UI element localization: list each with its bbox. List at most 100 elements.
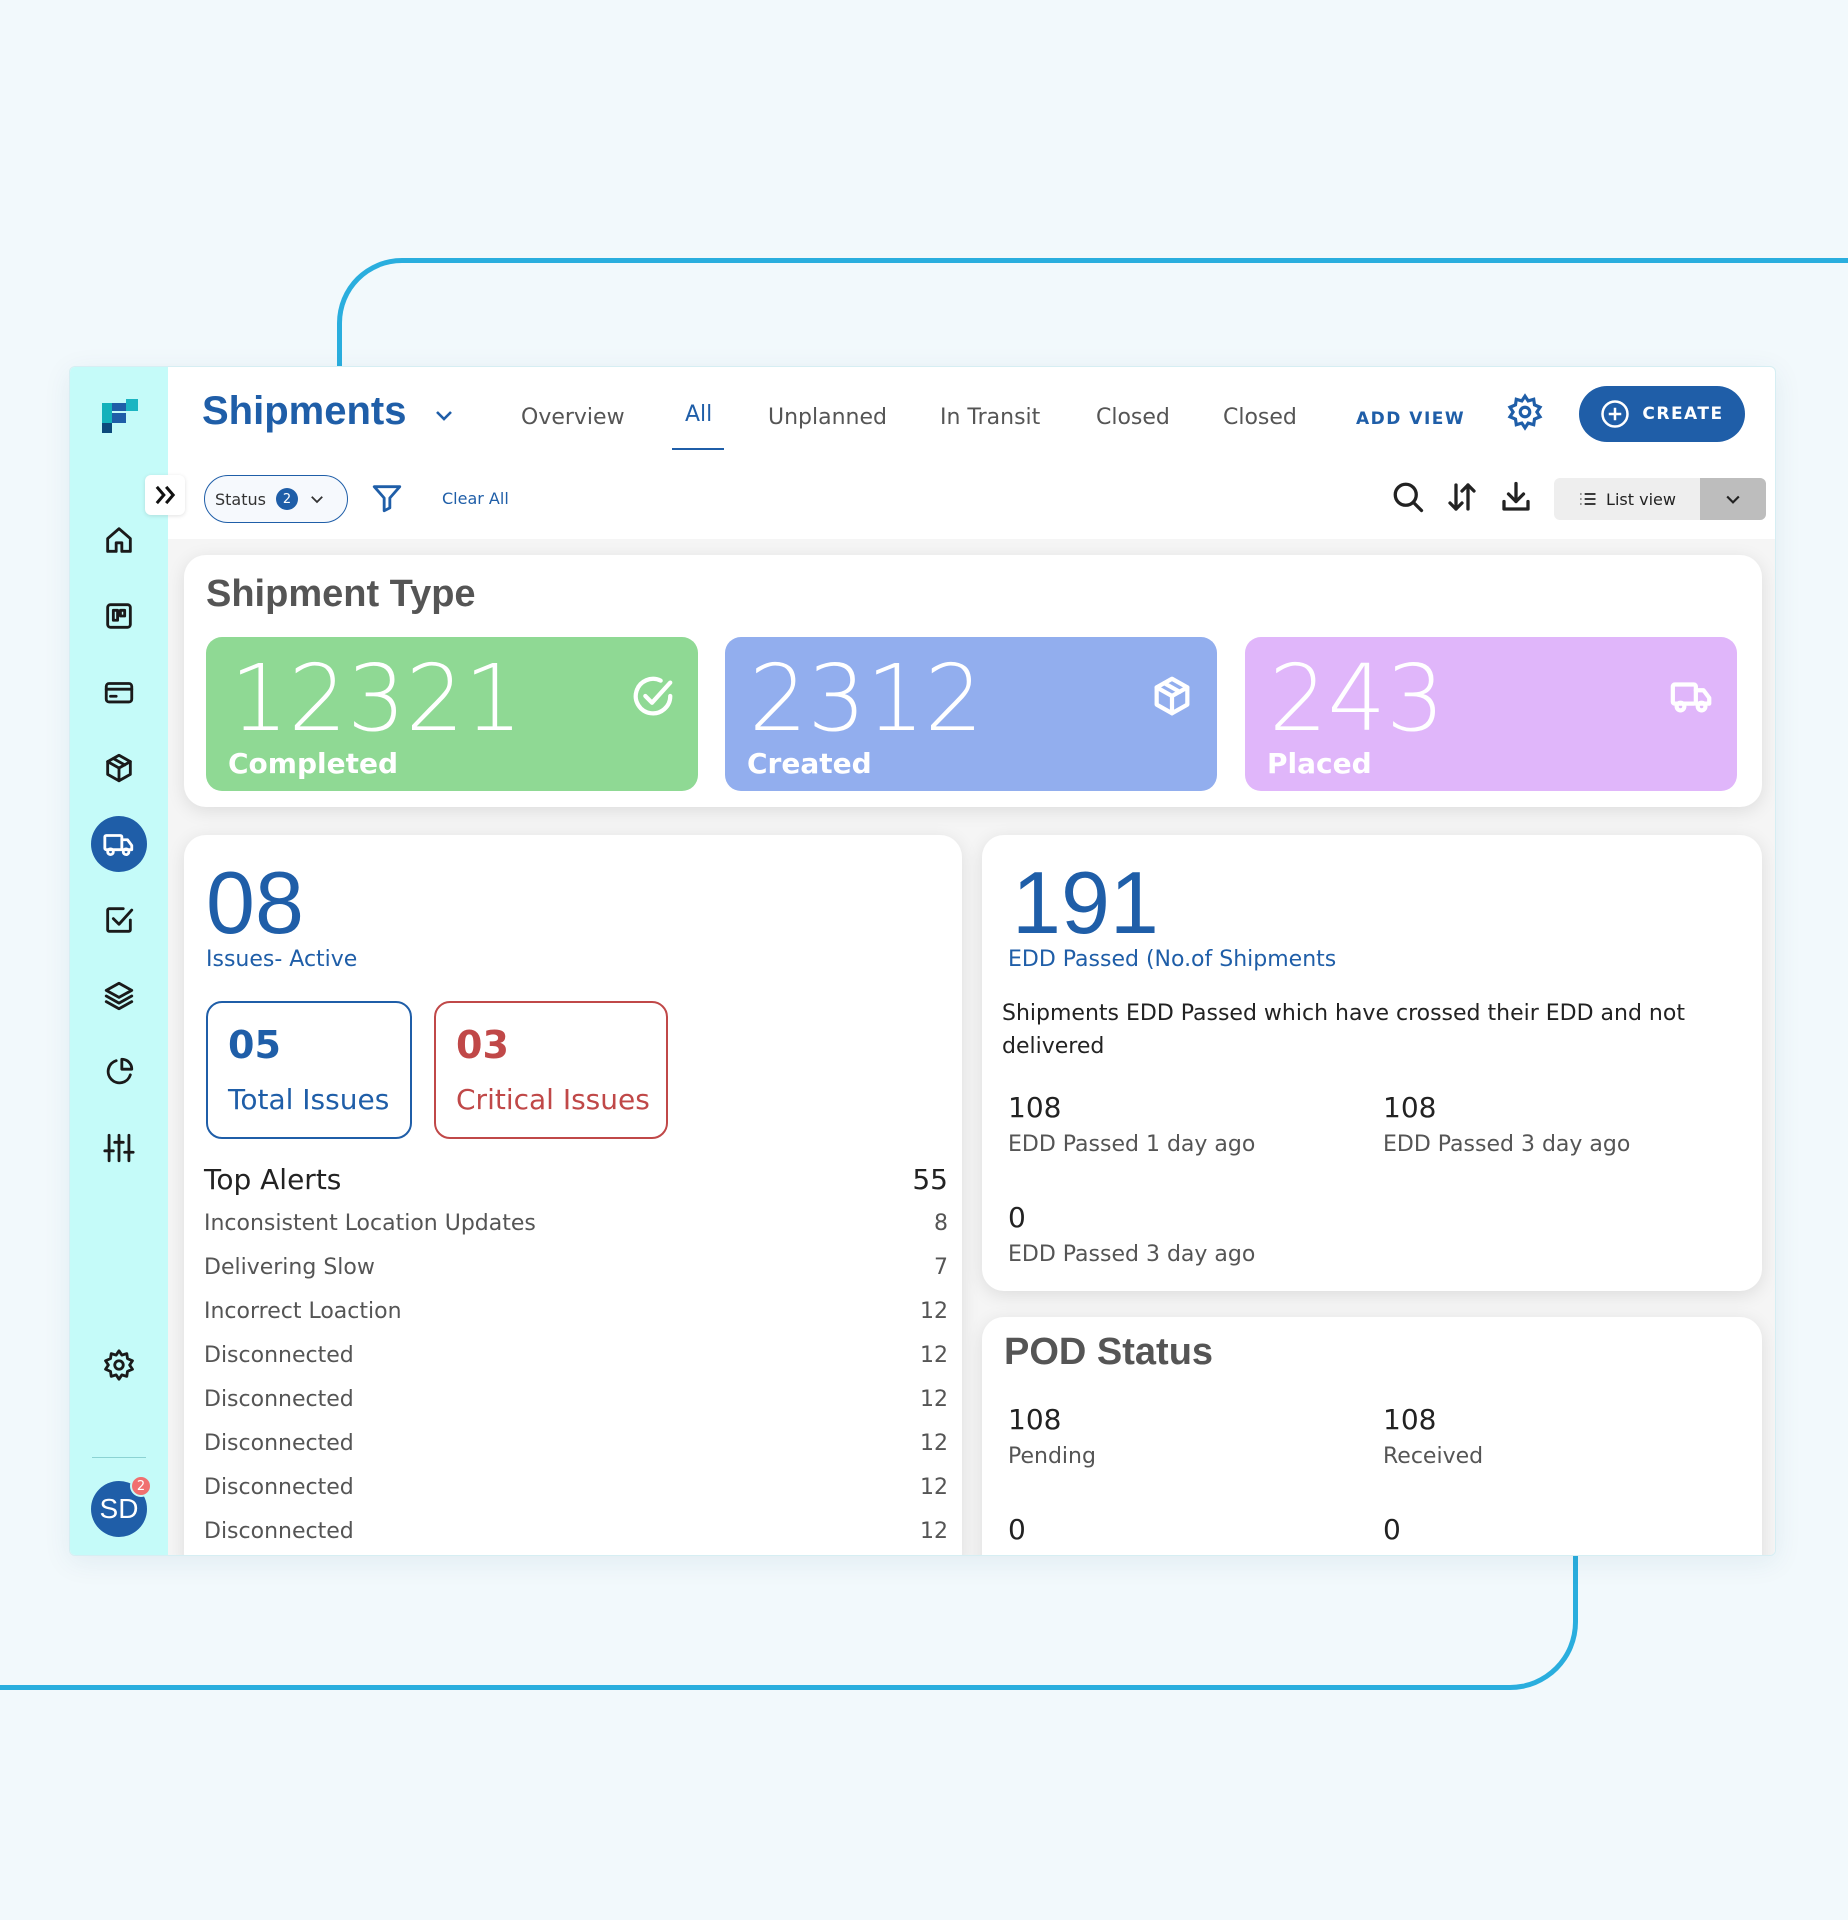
alert-row[interactable]: Inconsistent Location Updates 8	[204, 1211, 948, 1255]
metric-value: 108	[1008, 1091, 1062, 1124]
chevron-down-icon	[311, 496, 323, 504]
create-button[interactable]: CREATE	[1579, 386, 1745, 442]
critical-issues-tile[interactable]: 03 Critical Issues	[434, 1001, 668, 1139]
alert-count: 12	[920, 1387, 948, 1412]
tab-overview[interactable]: Overview	[521, 405, 625, 430]
list-icon	[1580, 493, 1596, 505]
metric-value: 0	[1008, 1201, 1026, 1234]
pod-metric-received: 108 Received	[1383, 1403, 1743, 1469]
avatar[interactable]: SD	[91, 1481, 147, 1537]
alert-count: 12	[920, 1431, 948, 1456]
notification-badge: 2	[130, 1475, 152, 1497]
created-label: Created	[747, 747, 872, 780]
metric-label: EDD Passed 3 day ago	[1008, 1242, 1256, 1267]
pod-status-title: POD Status	[1004, 1331, 1214, 1373]
add-view-button[interactable]: ADD VIEW	[1356, 409, 1466, 429]
clear-all-link[interactable]: Clear All	[442, 489, 509, 508]
alert-name: Disconnected	[204, 1431, 354, 1456]
expand-sidebar-button[interactable]	[145, 475, 185, 515]
download-button[interactable]	[1498, 479, 1538, 519]
completed-stat-tile[interactable]: 12321 Completed	[206, 637, 698, 791]
list-view-button[interactable]: List view	[1554, 478, 1700, 520]
sort-button[interactable]	[1444, 479, 1484, 519]
sidebar-item-layers[interactable]	[91, 968, 147, 1024]
alert-row[interactable]: Disconnected 12	[204, 1431, 948, 1475]
total-issues-label: Total Issues	[228, 1083, 390, 1116]
app-logo	[102, 399, 138, 433]
metric-value: 108	[1008, 1403, 1062, 1436]
metric-label: Received	[1383, 1444, 1484, 1469]
sliders-icon	[103, 1133, 135, 1163]
sidebar-divider	[92, 1457, 146, 1458]
tab-closed[interactable]: Closed	[1096, 405, 1170, 430]
alert-count: 12	[920, 1299, 948, 1324]
status-filter-chip[interactable]: Status 2	[204, 475, 348, 523]
metric-value: 108	[1383, 1403, 1437, 1436]
card-icon	[104, 682, 134, 704]
tab-in-transit[interactable]: In Transit	[940, 405, 1041, 430]
view-settings-button[interactable]	[1506, 393, 1548, 435]
download-icon	[1502, 481, 1530, 511]
placed-label: Placed	[1267, 747, 1372, 780]
truck-icon	[103, 834, 134, 857]
layers-icon	[104, 981, 134, 1011]
sort-icon	[1448, 483, 1476, 511]
created-value: 2312	[749, 645, 984, 752]
settings-icon	[104, 1349, 134, 1381]
search-button[interactable]	[1390, 479, 1430, 519]
alert-name: Disconnected	[204, 1387, 354, 1412]
shipment-type-card: Shipment Type 12321 Completed 2312 Creat…	[184, 555, 1762, 807]
placed-value: 243	[1269, 645, 1445, 752]
app-window: SD 2 Shipments Overview All Unplanned In…	[69, 366, 1776, 1556]
sidebar-item-inventory[interactable]	[91, 740, 147, 796]
metric-value: 108	[1383, 1091, 1437, 1124]
tab-unplanned[interactable]: Unplanned	[768, 405, 887, 430]
alert-count: 12	[920, 1475, 948, 1500]
alert-row[interactable]: Disconnected 12	[204, 1387, 948, 1431]
status-filter-label: Status	[215, 489, 266, 509]
tab-closed-2[interactable]: Closed	[1223, 405, 1297, 430]
placed-stat-tile[interactable]: 243 Placed	[1245, 637, 1737, 791]
sidebar-item-home[interactable]	[91, 512, 147, 568]
alert-row[interactable]: Disconnected 12	[204, 1343, 948, 1387]
title-dropdown-button[interactable]	[432, 403, 456, 427]
total-issues-tile[interactable]: 05 Total Issues	[206, 1001, 412, 1139]
alert-row[interactable]: Delivering Slow 7	[204, 1255, 948, 1299]
view-dropdown-button[interactable]	[1700, 478, 1766, 520]
filter-button[interactable]	[370, 481, 406, 517]
alert-row[interactable]: Disconnected 12	[204, 1475, 948, 1519]
sidebar-item-controls[interactable]	[91, 1120, 147, 1176]
sidebar-item-reports[interactable]	[91, 1044, 147, 1100]
completed-value: 12321	[230, 645, 523, 752]
sidebar: SD 2	[70, 367, 168, 1555]
sidebar-item-payments[interactable]	[91, 664, 147, 720]
alert-name: Disconnected	[204, 1519, 354, 1544]
search-icon	[1393, 482, 1424, 513]
box-icon	[1149, 673, 1197, 721]
view-selector: List view	[1554, 478, 1766, 520]
tab-all[interactable]: All	[685, 402, 713, 427]
metric-label: Pending	[1008, 1444, 1096, 1469]
sidebar-item-board[interactable]	[91, 588, 147, 644]
created-stat-tile[interactable]: 2312 Created	[725, 637, 1217, 791]
edd-passed-label: EDD Passed (No.of Shipments	[1008, 947, 1337, 972]
alert-name: Disconnected	[204, 1343, 354, 1368]
truck-icon	[1669, 673, 1717, 721]
total-issues-value: 05	[228, 1023, 281, 1067]
alert-row[interactable]: Disconnected 12	[204, 1519, 948, 1555]
metric-value: 0	[1008, 1513, 1026, 1546]
edd-passed-card: 191 EDD Passed (No.of Shipments Shipment…	[982, 835, 1762, 1291]
sidebar-item-shipments[interactable]	[91, 816, 147, 872]
alert-name: Inconsistent Location Updates	[204, 1211, 536, 1236]
issues-card: 08 Issues- Active 05 Total Issues 03 Cri…	[184, 835, 962, 1555]
alert-row[interactable]: Incorrect Loaction 12	[204, 1299, 948, 1343]
gear-icon	[1507, 393, 1543, 431]
pie-chart-icon	[106, 1057, 134, 1085]
home-icon	[106, 527, 132, 553]
sidebar-item-settings[interactable]	[91, 1337, 147, 1393]
sidebar-item-tasks[interactable]	[91, 892, 147, 948]
alert-count: 12	[920, 1519, 948, 1544]
metric-label: EDD Passed 3 day ago	[1383, 1132, 1631, 1157]
metric-value: 0	[1383, 1513, 1401, 1546]
page-title: Shipments	[202, 389, 407, 433]
